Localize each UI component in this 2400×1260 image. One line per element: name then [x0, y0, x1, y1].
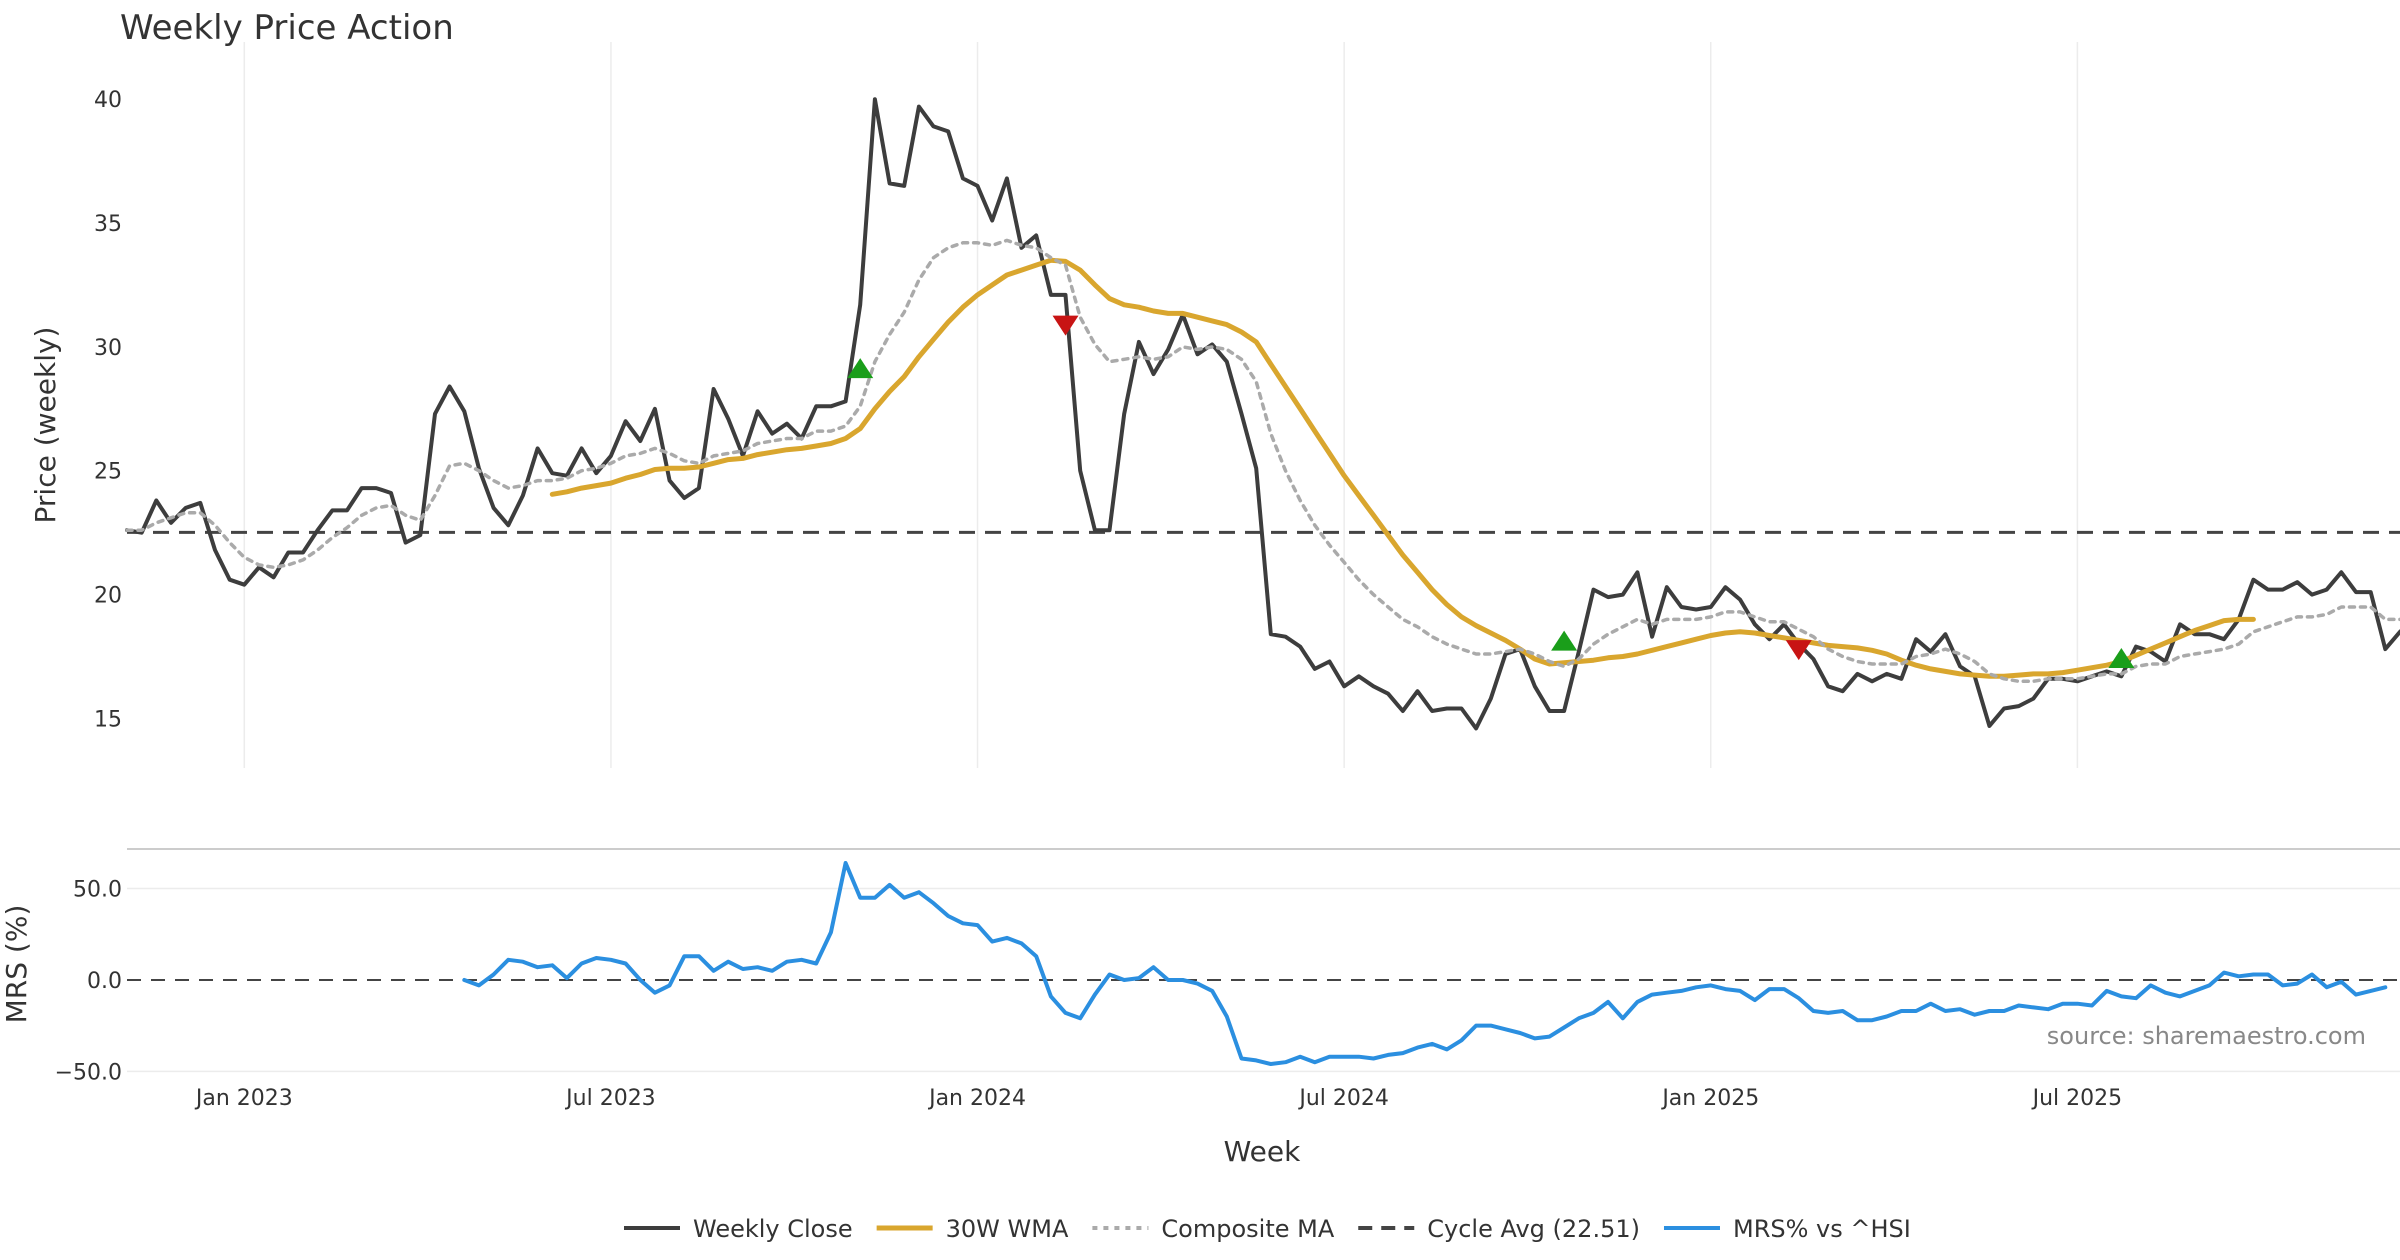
sell-signal-3 [1785, 640, 1812, 661]
source-note: source: sharemaestro.com [2047, 1022, 2366, 1050]
series-line-composite-ma [125, 238, 2400, 684]
legend-label-0: Weekly Close [693, 1215, 853, 1243]
lower-y-axis-label: MRS (%) [0, 905, 33, 1024]
x-tick-label-0: Jan 2023 [194, 1086, 293, 1111]
y-tick-label-0: 15 [94, 707, 122, 732]
lower-gridlines [127, 887, 2400, 1073]
series-line-mrs-vs-hsi [462, 861, 2388, 1066]
upper-y-ticks: 15 20 25 30 35 40 [94, 88, 122, 732]
buy-signal-0 [847, 358, 874, 379]
x-tick-label-5: Jul 2025 [2031, 1086, 2123, 1111]
lower-y-ticks: 50.0 0.0 −50.0 [55, 878, 122, 1086]
legend-label-1: 30W WMA [946, 1215, 1069, 1243]
y-tick-label-5: 40 [94, 88, 122, 113]
signal-layer [847, 315, 2135, 669]
y-axis-label: Price (weekly) [29, 327, 62, 524]
y-tick-label-1: 20 [94, 584, 122, 609]
x-tick-label-2: Jan 2024 [927, 1086, 1026, 1111]
series-line-weekly-close [125, 97, 2400, 731]
x-axis-label: Week [1224, 1135, 1301, 1168]
y-tick-label-4: 35 [94, 212, 122, 237]
upper-gridlines [243, 42, 2079, 768]
x-tick-label-1: Jul 2023 [564, 1086, 656, 1111]
buy-signal-4 [2108, 648, 2135, 669]
series-layer [125, 97, 2400, 1066]
lower-y-tick-label-2: −50.0 [55, 1060, 122, 1085]
legend-label-2: Composite MA [1161, 1215, 1334, 1243]
buy-signal-2 [1551, 630, 1578, 651]
y-tick-label-3: 30 [94, 336, 122, 361]
legend: Weekly Close 30W WMA Composite MA Cycle Avg… [624, 1215, 1911, 1243]
reference-lines [127, 530, 2400, 981]
x-ticks: Jan 2023 Jul 2023 Jan 2024 Jul 2024 Jan 2025… [194, 1086, 2122, 1111]
chart-title: Weekly Price Action [120, 8, 454, 48]
legend-label-4: MRS% vs ^HSI [1733, 1215, 1911, 1243]
lower-y-tick-label-0: 50.0 [73, 878, 122, 903]
x-tick-label-3: Jul 2024 [1297, 1086, 1389, 1111]
legend-label-3: Cycle Avg (22.51) [1427, 1215, 1640, 1243]
y-tick-label-2: 25 [94, 460, 122, 485]
x-tick-label-4: Jan 2025 [1660, 1086, 1759, 1111]
lower-y-tick-label-1: 0.0 [87, 969, 122, 994]
series-line-30w-wma [549, 257, 2256, 679]
sell-signal-1 [1052, 315, 1079, 336]
